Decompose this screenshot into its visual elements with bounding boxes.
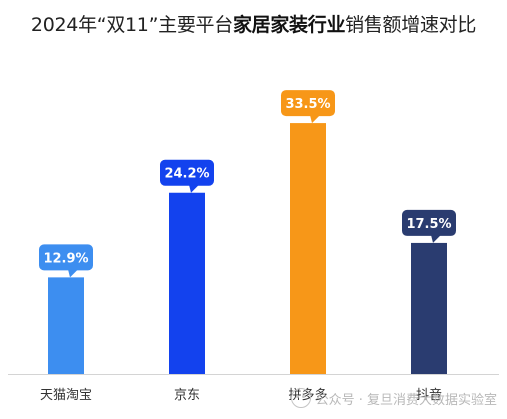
title-highlight: 家居家装行业 bbox=[232, 14, 346, 36]
wechat-icon bbox=[290, 388, 311, 408]
watermark: 公众号 · 复旦消费大数据实验室 bbox=[290, 387, 497, 409]
bar-1 bbox=[48, 277, 84, 374]
title-prefix: 2024年“双11”主要平台 bbox=[30, 14, 233, 36]
watermark-text: 公众号 · 复旦消费大数据实验室 bbox=[315, 392, 497, 408]
value-tag-pointer-2 bbox=[189, 184, 199, 193]
value-tag-2 bbox=[160, 159, 214, 186]
title-suffix: 销售额增速对比 bbox=[345, 14, 477, 36]
value-tag-pointer-3 bbox=[310, 115, 320, 124]
data-label-3: 33.5% bbox=[285, 97, 330, 112]
chart-title: 2024年“双11”主要平台家居家装行业销售额增速对比 bbox=[0, 10, 507, 40]
data-label-1: 12.9% bbox=[43, 251, 88, 266]
category-label-1: 天猫淘宝 bbox=[40, 388, 92, 403]
bar-3 bbox=[290, 123, 326, 375]
value-tag-3 bbox=[281, 90, 335, 117]
category-label-4: 抖音 bbox=[416, 387, 442, 403]
value-tag-4 bbox=[402, 209, 456, 236]
bar-2 bbox=[169, 192, 205, 374]
value-tag-1 bbox=[39, 244, 93, 271]
value-tag-pointer-4 bbox=[431, 234, 441, 243]
data-label-4: 17.5% bbox=[406, 217, 451, 232]
data-label-2: 24.2% bbox=[164, 167, 209, 182]
category-label-2: 京东 bbox=[174, 388, 200, 403]
value-tag-pointer-1 bbox=[68, 269, 78, 278]
bar-4 bbox=[411, 242, 447, 374]
